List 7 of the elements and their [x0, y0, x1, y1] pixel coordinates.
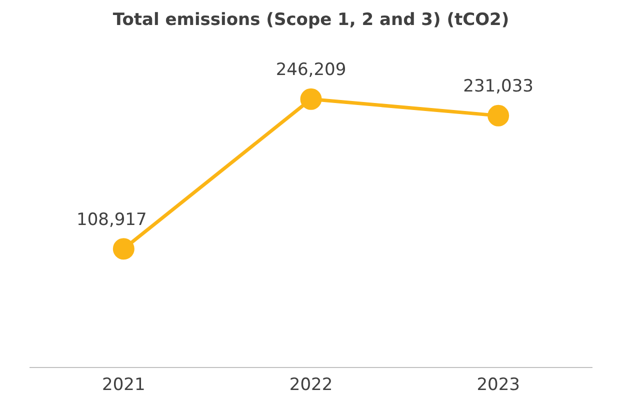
- data-label: 231,033: [463, 76, 534, 97]
- x-tick-label: 2023: [476, 375, 520, 396]
- x-tick-label: 2021: [102, 375, 146, 396]
- x-tick-label: 2022: [289, 375, 333, 396]
- chart-title: Total emissions (Scope 1, 2 and 3) (tCO2): [112, 10, 510, 32]
- data-label: 108,917: [76, 210, 147, 230]
- data-label: 246,209: [276, 60, 346, 80]
